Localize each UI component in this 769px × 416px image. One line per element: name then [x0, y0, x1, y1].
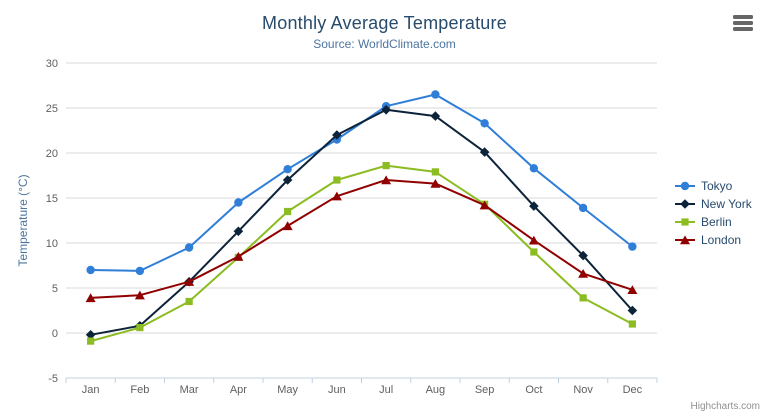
gridlines	[66, 62, 657, 379]
series-london[interactable]	[85, 175, 638, 303]
legend-item-new-york[interactable]: New York	[674, 195, 752, 213]
x-tick-label: Aug	[426, 384, 446, 396]
x-tick-label: Jan	[82, 384, 100, 396]
y-tick-label: 10	[46, 238, 58, 250]
hamburger-menu-icon	[733, 27, 753, 31]
x-tick-label: Apr	[230, 384, 247, 396]
x-tick-label: May	[277, 384, 298, 396]
legend-item-london[interactable]: London	[674, 231, 752, 249]
axes	[65, 377, 658, 383]
x-tick-label: Mar	[180, 384, 199, 396]
chart-subtitle: Source: WorldClimate.com	[313, 37, 456, 51]
y-axis-title: Temperature (°C)	[16, 174, 30, 266]
export-menu-button[interactable]	[733, 15, 753, 31]
circle-marker-icon	[675, 181, 695, 191]
y-tick-label: 5	[52, 283, 58, 295]
x-tick-label: Dec	[623, 384, 643, 396]
x-tick-label: Nov	[573, 384, 593, 396]
legend-label: Berlin	[701, 215, 732, 229]
x-tick-label: Sep	[475, 384, 495, 396]
y-tick-label: 20	[46, 148, 58, 160]
hamburger-menu-icon	[733, 15, 753, 19]
x-tick-label: Oct	[525, 384, 542, 396]
series-tokyo[interactable]	[86, 90, 637, 276]
legend-item-berlin[interactable]: Berlin	[674, 213, 752, 231]
x-tick-label: Jun	[328, 384, 346, 396]
y-tick-label: -5	[48, 373, 58, 385]
series-new-york[interactable]	[85, 105, 638, 340]
legend-item-tokyo[interactable]: Tokyo	[674, 177, 752, 195]
x-tick-label: Jul	[379, 384, 393, 396]
chart-title: Monthly Average Temperature	[262, 13, 507, 33]
highcharts-credits-link[interactable]: Highcharts.com	[690, 401, 760, 412]
legend-label: New York	[701, 197, 752, 211]
axis-labels: -5 0 5 10 15 20 25 30 Jan Feb Mar Apr May Jun Jul Aug Se…	[16, 58, 643, 396]
square-marker-icon	[675, 218, 695, 226]
triangle-marker-icon	[675, 235, 695, 245]
hamburger-menu-icon	[733, 21, 753, 25]
legend-label: Tokyo	[701, 179, 733, 193]
y-tick-label: 25	[46, 103, 58, 115]
y-tick-label: 0	[52, 328, 58, 340]
x-tick-label: Feb	[130, 384, 149, 396]
series-berlin[interactable]	[87, 162, 636, 345]
y-tick-label: 30	[46, 58, 58, 70]
legend-label: London	[701, 233, 742, 247]
y-tick-label: 15	[46, 193, 58, 205]
diamond-marker-icon	[675, 199, 695, 209]
legend: Tokyo New York Berlin London	[674, 177, 752, 249]
